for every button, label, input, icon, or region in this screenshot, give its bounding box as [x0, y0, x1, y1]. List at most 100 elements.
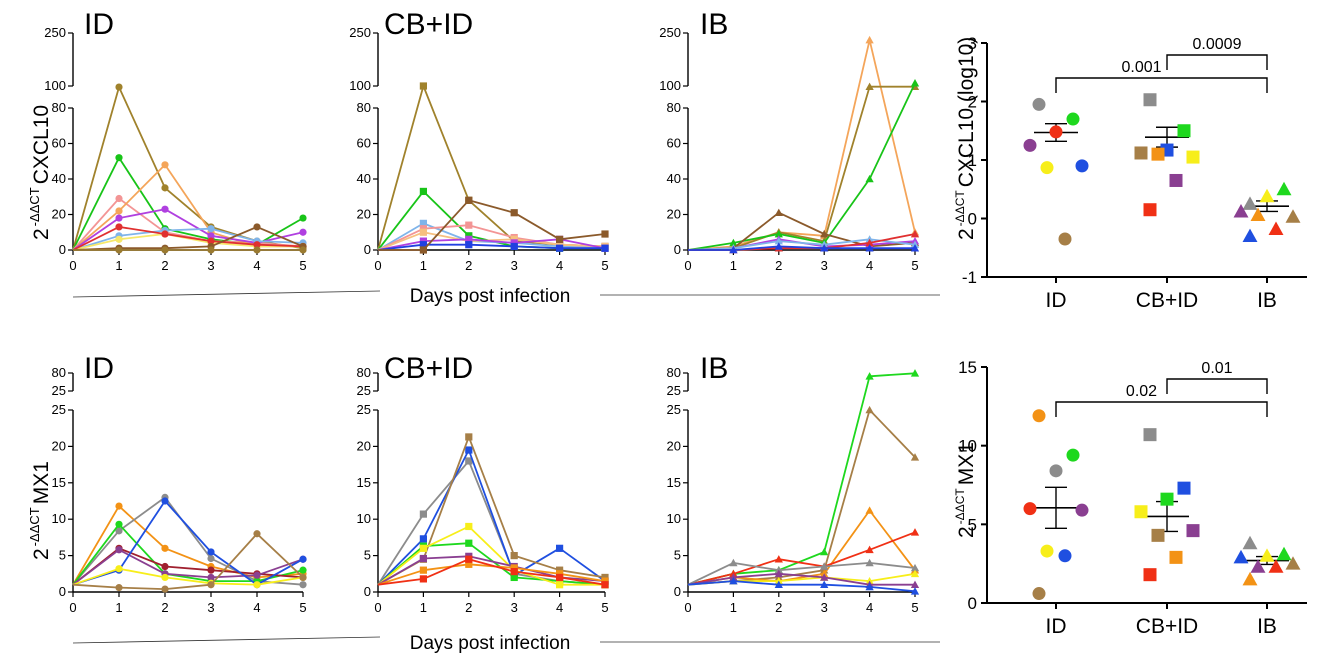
series-point [253, 581, 261, 589]
series-point [299, 228, 307, 236]
y-label-prefix: 2 [30, 548, 53, 560]
y-tick-label: 25 [357, 402, 371, 417]
y-tick-label: 25 [667, 402, 681, 417]
x-tick-label: 1 [420, 258, 427, 273]
series-point [207, 225, 215, 233]
y-tick-label: 5 [968, 515, 977, 534]
series-point [774, 580, 783, 589]
series-point [299, 573, 307, 582]
data-point [1032, 409, 1046, 423]
series-point [419, 554, 427, 563]
x-tick-label: 0 [69, 600, 76, 615]
series-line [687, 238, 916, 251]
series-point [465, 196, 473, 204]
data-point [1040, 161, 1054, 175]
x-tick-label: 1 [730, 600, 737, 615]
p-value-label: 0.0009 [1193, 36, 1242, 53]
series-point [729, 576, 738, 585]
series-point [774, 236, 783, 245]
x-tick-label: 2 [465, 600, 472, 615]
x-tick-label: 5 [299, 600, 306, 615]
series-point [910, 563, 920, 572]
data-point [1049, 125, 1063, 139]
data-point [1169, 550, 1183, 564]
scatter-y-label-sup: -ΔΔCT [953, 190, 967, 227]
series-point [115, 527, 123, 535]
series-point [556, 544, 564, 552]
x-tick-label: 0 [684, 600, 691, 615]
y-tick-label: 3 [968, 34, 977, 53]
series-point [253, 571, 261, 579]
x-tick-label: 5 [601, 600, 608, 615]
y-tick-label: 15 [52, 475, 66, 490]
series-point [465, 446, 473, 454]
series-point [115, 520, 123, 528]
data-point [1058, 549, 1072, 563]
x-tick-label: 2 [775, 600, 782, 615]
series-point [115, 214, 123, 222]
x-tick-label: 5 [601, 258, 608, 273]
series-line [377, 449, 606, 586]
series-point [510, 573, 518, 582]
series-point [865, 238, 874, 247]
data-point [1023, 502, 1037, 516]
p-value-label: 0.01 [1201, 360, 1232, 377]
y-tick-label: 100 [44, 78, 66, 93]
series-point [161, 573, 169, 582]
x-tick-label: 1 [115, 258, 122, 273]
y-tick-label: 250 [44, 25, 66, 40]
series-line [687, 39, 916, 251]
y-tick-label: 20 [52, 438, 66, 453]
y-label-sup: -ΔΔCT [27, 507, 42, 546]
series-line [72, 523, 304, 586]
series-point [729, 558, 738, 567]
series-point [774, 208, 783, 217]
series-line [72, 548, 304, 586]
data-point [1169, 173, 1183, 187]
y-tick-label: 0 [59, 242, 66, 257]
y-tick-label: 15 [958, 358, 977, 377]
series-point [820, 573, 829, 581]
category-label: CB+ID [1136, 615, 1198, 638]
x-tick-label: 2 [465, 258, 472, 273]
series-line [72, 225, 304, 251]
y-tick-label: 5 [674, 548, 681, 563]
series-point [161, 184, 169, 192]
series-point [465, 560, 473, 568]
series-point [601, 577, 609, 585]
data-point [1143, 203, 1157, 217]
x-tick-label: 0 [374, 258, 381, 273]
series-point [419, 544, 427, 552]
y-tick-label: 60 [357, 136, 371, 151]
y-tick-label: 250 [349, 25, 371, 40]
series-point [419, 82, 427, 90]
series-point [910, 369, 920, 377]
data-point [1032, 587, 1046, 601]
series-point [910, 587, 920, 595]
y-tick-label: 25 [667, 383, 681, 398]
panel-title-bottom-cbid: CB+ID [384, 352, 473, 385]
significance-bracket [1166, 54, 1268, 70]
series-point [865, 244, 874, 252]
data-point [1268, 221, 1284, 236]
series-point [253, 246, 261, 254]
series-point [115, 83, 123, 91]
y-tick-label: 0 [364, 242, 371, 257]
significance-bracket [1055, 401, 1268, 417]
x-tick-label: 3 [821, 600, 828, 615]
series-point [729, 245, 738, 254]
data-point [1143, 568, 1157, 582]
series-line [72, 532, 304, 590]
series-point [253, 223, 261, 231]
series-point [161, 205, 169, 213]
series-point [556, 244, 564, 252]
series-point [465, 522, 473, 531]
series-point [556, 566, 564, 574]
series-point [115, 194, 123, 203]
series-point [774, 569, 783, 578]
data-point [1242, 571, 1258, 586]
svg-text:2-ΔΔCTMX1: 2 -ΔΔCT MX1 [27, 461, 53, 560]
series-point [115, 223, 123, 231]
panel-title-top-cbid: CB+ID [384, 8, 473, 41]
